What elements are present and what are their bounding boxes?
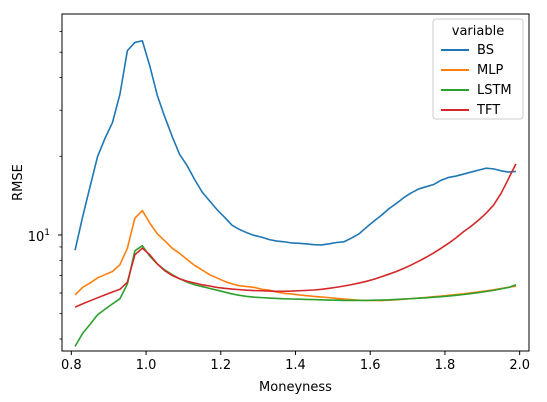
legend: variable BS MLP LSTM TFT: [432, 18, 524, 120]
x-tick-label: 0.8: [61, 358, 82, 373]
y-axis: 101: [28, 31, 62, 340]
y-tick-exponent: 1: [44, 228, 50, 238]
legend-label-tft: TFT: [476, 103, 500, 118]
x-tick-label: 1.8: [435, 358, 456, 373]
series-line-tft: [74, 163, 517, 308]
x-tick-label: 2.0: [509, 358, 530, 373]
legend-title: variable: [452, 24, 504, 39]
y-tick-label-major: 101: [28, 228, 50, 245]
y-axis-title: RMSE: [11, 164, 26, 201]
x-tick-label: 1.6: [360, 358, 381, 373]
legend-label-lstm: LSTM: [477, 83, 512, 98]
series-line-bs: [74, 39, 516, 251]
x-axis-title: Moneyness: [259, 380, 332, 395]
x-axis: 0.8 1.0 1.2 1.4 1.6 1.8 2.0: [61, 351, 530, 373]
y-tick-base: 10: [28, 230, 45, 245]
legend-label-mlp: MLP: [477, 63, 503, 78]
series-lines: [74, 39, 517, 347]
x-tick-label: 1.4: [285, 358, 306, 373]
legend-box: [432, 18, 524, 120]
x-tick-label: 1.0: [136, 358, 157, 373]
x-tick-label: 1.2: [210, 358, 231, 373]
legend-label-bs: BS: [477, 43, 494, 58]
